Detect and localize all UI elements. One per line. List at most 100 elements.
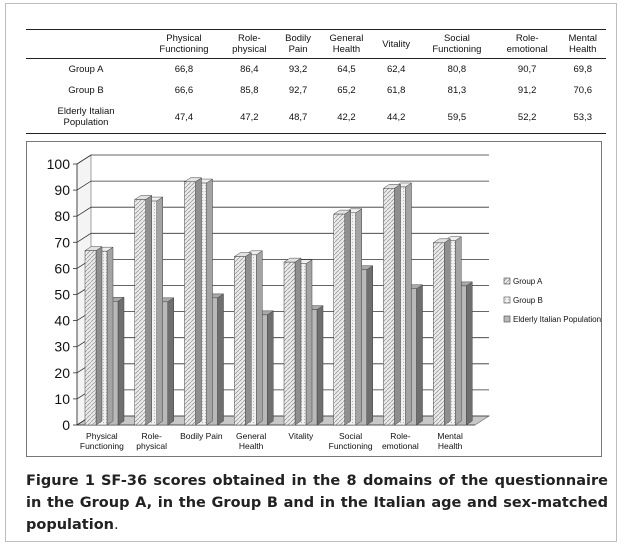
gridline (76, 154, 489, 165)
legend-swatch (503, 315, 511, 323)
table-cell: 59,5 (418, 101, 495, 134)
table-row-label: Group A (68, 64, 104, 75)
table-row-label: Group B (68, 85, 104, 96)
table-header-cell: General Health (319, 29, 374, 59)
bar-group-a (234, 256, 246, 426)
table-cell: 81,3 (447, 85, 467, 96)
table-header-cell: Bodily Pain (276, 29, 320, 59)
x-tick-label: Role-emotional (382, 431, 419, 451)
table-cell: 47,4 (146, 101, 222, 134)
figure-frame: Physical Functioning Role-physical Bodily Pa… (5, 3, 617, 542)
y-tick-label: 100 (47, 156, 71, 172)
table-cell: 42,2 (319, 101, 374, 134)
table-cell: 85,8 (240, 85, 259, 96)
x-tick-label: Social Functioning (329, 431, 373, 451)
y-tick-label: 0 (62, 417, 70, 433)
bar-group-a (333, 213, 345, 426)
bar-side (206, 178, 213, 426)
bar-side (117, 296, 125, 426)
table-cell: 93,2 (288, 64, 308, 75)
bar-chart: 0 10 20 30 40 50 60 70 80 90 100 Physical Functionin… (47, 154, 604, 451)
bar-group-a (433, 242, 445, 426)
bar-side (455, 236, 462, 426)
y-tick-label: 50 (54, 287, 70, 303)
bar-group-a (283, 261, 296, 426)
table-cell: 53,3 (559, 101, 606, 134)
bar-side (294, 257, 302, 426)
y-tick-label: 90 (54, 182, 70, 198)
legend-label: Elderly Italian Population (513, 315, 601, 324)
bar-side (195, 177, 202, 426)
x-tick-label: General Health (236, 431, 266, 451)
gridline (76, 180, 489, 191)
table-cell: 52,2 (494, 101, 560, 134)
x-tick-label: Vitality (288, 431, 314, 441)
table-cell: 90,7 (517, 64, 537, 75)
y-tick-label: 20 (54, 365, 70, 381)
bar-group-a (383, 188, 395, 426)
legend-swatch (503, 277, 511, 285)
bar-side (267, 310, 274, 426)
table-header-row: Physical Functioning Role-physical Bodily Pa… (26, 29, 606, 59)
bar-side (245, 252, 252, 426)
gridline (76, 206, 489, 217)
table-cell: 92,7 (288, 85, 308, 96)
x-tick-label: Bodily Pain (180, 431, 223, 441)
y-tick-label: 60 (54, 260, 70, 276)
bar-side (106, 246, 114, 426)
table-cell: 70,6 (573, 85, 592, 96)
bar-side (405, 182, 412, 426)
table-row: Elderly Italian Population 47,4 47,2 48,7 42,… (26, 101, 606, 134)
bar-group-a (84, 250, 97, 426)
bar-side (305, 259, 313, 426)
table-row: Group A 66,8 86,4 93,2 64,5 62,4 80,8 90,7 69,8 (26, 59, 606, 81)
table-cell: 65,2 (337, 85, 356, 96)
chart-container: 0 10 20 30 40 50 60 70 80 90 100 Physical Functionin… (26, 141, 604, 457)
table-cell: 69,8 (573, 64, 592, 75)
table-cell: 64,5 (337, 64, 356, 75)
table-cell: 47,2 (221, 101, 277, 134)
table-cell: 80,8 (447, 64, 467, 75)
bar-side (444, 238, 451, 426)
bar-side (95, 246, 103, 426)
bar-side (256, 250, 263, 426)
caption-text: SF-36 scores obtained in the 8 domains o… (26, 473, 608, 533)
table-row: Group B 66,6 85,8 92,7 65,2 61,8 81,3 91,2 70,6 (26, 80, 606, 101)
table-cell: 61,8 (386, 85, 406, 96)
bar-side (466, 281, 473, 426)
bar-side (355, 208, 362, 426)
x-tick-label: Physical Functioning (80, 431, 124, 451)
legend-label: Group B (513, 296, 543, 305)
table-header-cell: Social Functioning (418, 29, 495, 59)
y-tick-label: 70 (54, 234, 70, 250)
figure-caption: Figure 1 SF-36 scores obtained in the 8 … (26, 470, 608, 536)
table-header-cell: Role-physical (221, 29, 277, 59)
caption-end: . (113, 517, 119, 533)
table-cell: 48,7 (276, 101, 320, 134)
x-tick-label: Mental Health (437, 431, 463, 451)
legend-swatch (503, 296, 511, 304)
table-cell: 62,4 (386, 64, 406, 75)
bar-group-a (184, 181, 196, 426)
bar-side (394, 183, 401, 426)
table-cell: 66,8 (174, 64, 194, 75)
bar-side (344, 209, 351, 426)
legend-label: Group A (513, 277, 543, 286)
bar-side (416, 284, 423, 426)
y-tick-label: 10 (54, 391, 70, 407)
y-tick-label: 80 (54, 208, 70, 224)
table-cell: 44,2 (373, 101, 419, 134)
table-header-blank (26, 29, 146, 59)
bar-side (167, 297, 174, 426)
table-body: Group A 66,8 86,4 93,2 64,5 62,4 80,8 90,7 69,8 G… (26, 59, 606, 134)
caption-label: Figure 1 (26, 473, 96, 489)
scores-table-container: Physical Functioning Role-physical Bodily Pa… (26, 29, 606, 134)
bar-group-a (134, 199, 146, 426)
x-tick-label: Role-physical (136, 431, 167, 451)
legend-box (500, 270, 604, 330)
table-header-cell: Mental Health (559, 29, 606, 59)
bar-side (217, 293, 224, 426)
bar-side (156, 196, 163, 426)
scores-table: Physical Functioning Role-physical Bodily Pa… (26, 29, 606, 134)
table-cell: 86,4 (240, 64, 259, 75)
